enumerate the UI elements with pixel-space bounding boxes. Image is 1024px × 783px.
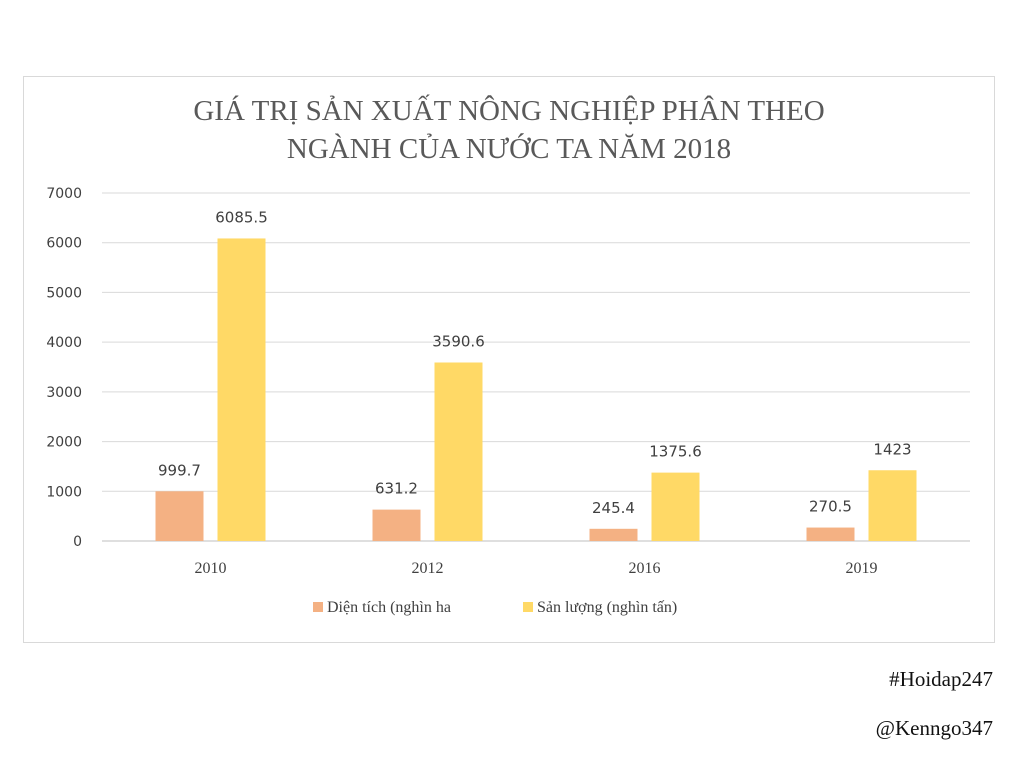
x-category-label: 2012 (412, 560, 444, 577)
bar-san-luong (651, 472, 700, 541)
bar-san-luong (868, 470, 917, 541)
y-tick-label: 3000 (46, 385, 82, 401)
x-category-label: 2019 (846, 560, 878, 577)
chart-svg: GIÁ TRỊ SẢN XUẤT NÔNG NGHIỆP PHÂN THEO N… (46, 93, 970, 616)
chart-frame (23, 76, 995, 643)
bar-dien-tich (806, 527, 855, 541)
data-label: 3590.6 (432, 332, 485, 350)
hashtag-watermark: #Hoidap247 (889, 667, 993, 691)
x-category-label: 2016 (629, 560, 661, 577)
data-label: 245.4 (592, 499, 635, 517)
y-tick-label: 2000 (46, 435, 82, 451)
y-tick-label: 7000 (46, 186, 82, 202)
bar-dien-tich (589, 528, 638, 541)
bar-san-luong (217, 238, 266, 541)
data-label: 6085.5 (215, 208, 268, 226)
legend-label: Diện tích (nghìn ha (327, 599, 451, 616)
data-label: 270.5 (809, 498, 852, 516)
bar-san-luong (434, 362, 483, 541)
legend-swatch (313, 602, 323, 612)
bar-dien-tich (372, 509, 421, 541)
data-label: 999.7 (158, 461, 201, 479)
y-tick-label: 0 (73, 534, 82, 550)
y-tick-label: 6000 (46, 236, 82, 252)
legend-label: Sản lượng (nghìn tấn) (537, 599, 677, 616)
y-tick-label: 4000 (46, 335, 82, 351)
x-category-label: 2010 (195, 560, 227, 577)
legend-swatch (523, 602, 533, 612)
chart-title-line-2: NGÀNH CỦA NƯỚC TA NĂM 2018 (287, 132, 731, 165)
chart-title-line-1: GIÁ TRỊ SẢN XUẤT NÔNG NGHIỆP PHÂN THEO (193, 93, 824, 127)
bar-dien-tich (155, 491, 204, 541)
data-label: 631.2 (375, 480, 418, 498)
data-label: 1423 (873, 440, 911, 458)
handle-watermark: @Kenngo347 (875, 716, 993, 740)
y-tick-label: 5000 (46, 285, 82, 301)
y-tick-label: 1000 (46, 484, 82, 500)
data-label: 1375.6 (649, 443, 702, 461)
